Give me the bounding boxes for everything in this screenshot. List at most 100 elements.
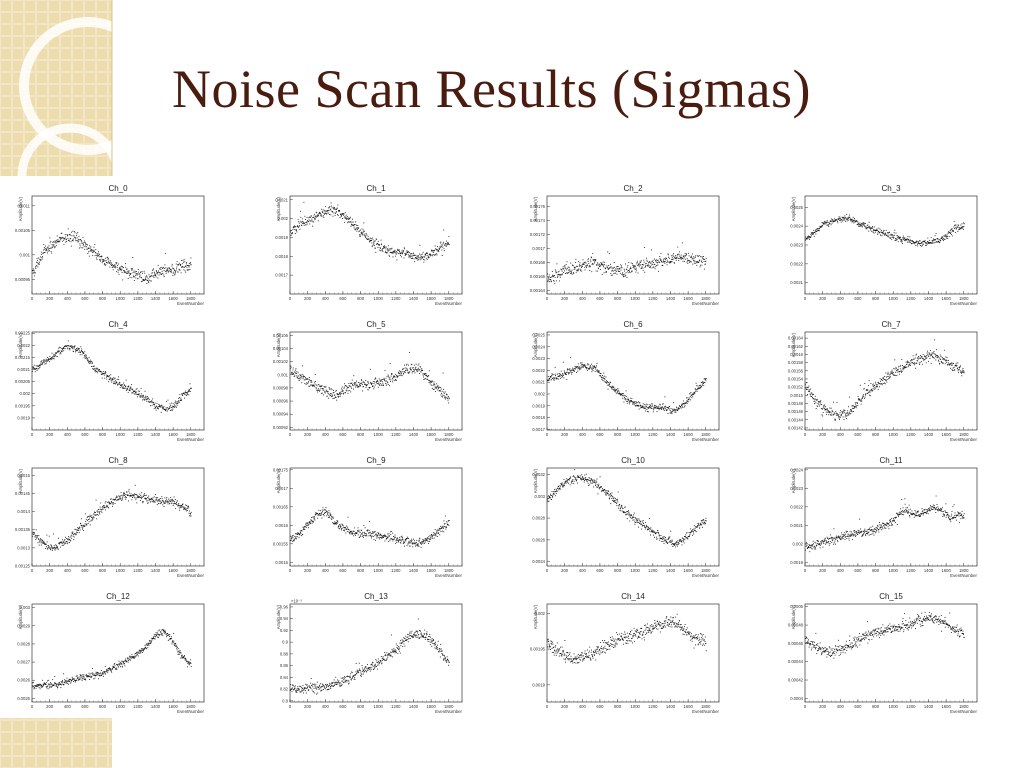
data-point bbox=[646, 409, 648, 410]
data-point bbox=[111, 265, 113, 267]
data-point bbox=[890, 372, 892, 374]
data-point bbox=[384, 247, 386, 249]
data-point bbox=[808, 235, 809, 237]
data-point bbox=[955, 362, 957, 364]
data-point bbox=[305, 378, 307, 380]
data-point bbox=[886, 379, 888, 380]
data-point bbox=[98, 256, 100, 258]
data-point bbox=[190, 257, 192, 259]
data-point bbox=[582, 364, 584, 366]
data-point bbox=[405, 254, 406, 256]
data-point bbox=[837, 415, 839, 417]
data-point bbox=[667, 413, 669, 414]
data-point bbox=[448, 402, 450, 404]
data-point bbox=[676, 409, 678, 411]
data-point bbox=[169, 407, 170, 409]
data-point bbox=[926, 357, 928, 359]
data-point bbox=[64, 542, 66, 544]
data-point bbox=[323, 213, 325, 214]
data-point bbox=[549, 279, 551, 280]
data-point bbox=[592, 259, 594, 261]
data-point bbox=[867, 393, 868, 394]
data-point bbox=[548, 279, 550, 281]
data-point bbox=[819, 405, 820, 407]
data-point bbox=[838, 418, 840, 420]
data-point bbox=[929, 358, 931, 360]
data-point bbox=[349, 217, 351, 219]
data-point bbox=[317, 214, 319, 216]
y-tick-label: 0.00104 bbox=[273, 346, 289, 351]
data-point bbox=[163, 269, 165, 271]
data-point bbox=[430, 253, 432, 255]
data-point bbox=[940, 239, 942, 241]
data-point bbox=[48, 358, 50, 360]
data-point bbox=[376, 381, 378, 382]
data-point bbox=[433, 254, 435, 256]
data-point bbox=[862, 396, 864, 398]
data-point bbox=[333, 398, 335, 399]
data-point bbox=[43, 541, 44, 543]
data-point bbox=[860, 224, 862, 226]
data-point bbox=[299, 377, 301, 379]
data-point bbox=[378, 381, 380, 383]
data-point bbox=[961, 223, 963, 225]
data-point bbox=[669, 257, 670, 259]
data-point bbox=[41, 363, 43, 365]
data-point bbox=[859, 398, 861, 400]
data-point bbox=[128, 389, 130, 391]
data-point bbox=[126, 269, 128, 270]
data-point bbox=[46, 252, 48, 254]
data-point bbox=[341, 213, 343, 215]
data-point bbox=[341, 388, 342, 390]
scatter-points bbox=[805, 339, 965, 421]
data-point bbox=[446, 244, 448, 246]
data-point bbox=[324, 391, 326, 393]
data-point bbox=[835, 219, 837, 220]
data-point bbox=[634, 404, 636, 406]
data-point bbox=[909, 364, 911, 366]
data-point bbox=[931, 242, 933, 244]
data-point bbox=[58, 537, 59, 539]
data-point bbox=[637, 263, 639, 265]
data-point bbox=[573, 370, 574, 372]
data-point bbox=[401, 251, 403, 253]
data-point bbox=[424, 259, 426, 261]
data-point bbox=[152, 269, 154, 271]
data-point bbox=[441, 392, 443, 394]
data-point bbox=[75, 350, 77, 352]
data-point bbox=[887, 235, 889, 237]
data-point bbox=[952, 229, 954, 231]
data-point bbox=[566, 369, 568, 371]
data-point bbox=[318, 212, 320, 214]
data-point bbox=[387, 250, 389, 252]
data-point bbox=[567, 369, 569, 371]
data-point bbox=[76, 237, 78, 239]
data-point bbox=[65, 542, 67, 544]
data-point bbox=[557, 275, 559, 277]
data-point bbox=[920, 355, 921, 357]
data-point bbox=[561, 375, 563, 377]
data-point bbox=[614, 388, 615, 390]
data-point bbox=[945, 236, 947, 238]
data-point bbox=[931, 354, 932, 356]
data-point bbox=[109, 262, 111, 264]
data-point bbox=[130, 388, 132, 390]
data-point bbox=[868, 394, 870, 396]
data-point bbox=[392, 256, 394, 258]
data-point bbox=[355, 384, 357, 386]
data-point bbox=[411, 258, 413, 260]
data-point bbox=[39, 366, 41, 368]
data-point bbox=[331, 207, 333, 209]
data-point bbox=[905, 361, 907, 363]
chart-ch-7: Ch_70 200 400 600 800 1000 1200 1400 1600 1800Eve… bbox=[788, 320, 978, 442]
data-point bbox=[433, 388, 435, 390]
data-point bbox=[876, 386, 878, 388]
data-point bbox=[915, 245, 917, 246]
data-point bbox=[162, 267, 164, 269]
data-point bbox=[321, 215, 323, 217]
data-point bbox=[688, 255, 690, 257]
data-point bbox=[435, 391, 436, 393]
data-point bbox=[636, 263, 638, 265]
data-point bbox=[330, 202, 332, 204]
data-point bbox=[311, 215, 313, 217]
